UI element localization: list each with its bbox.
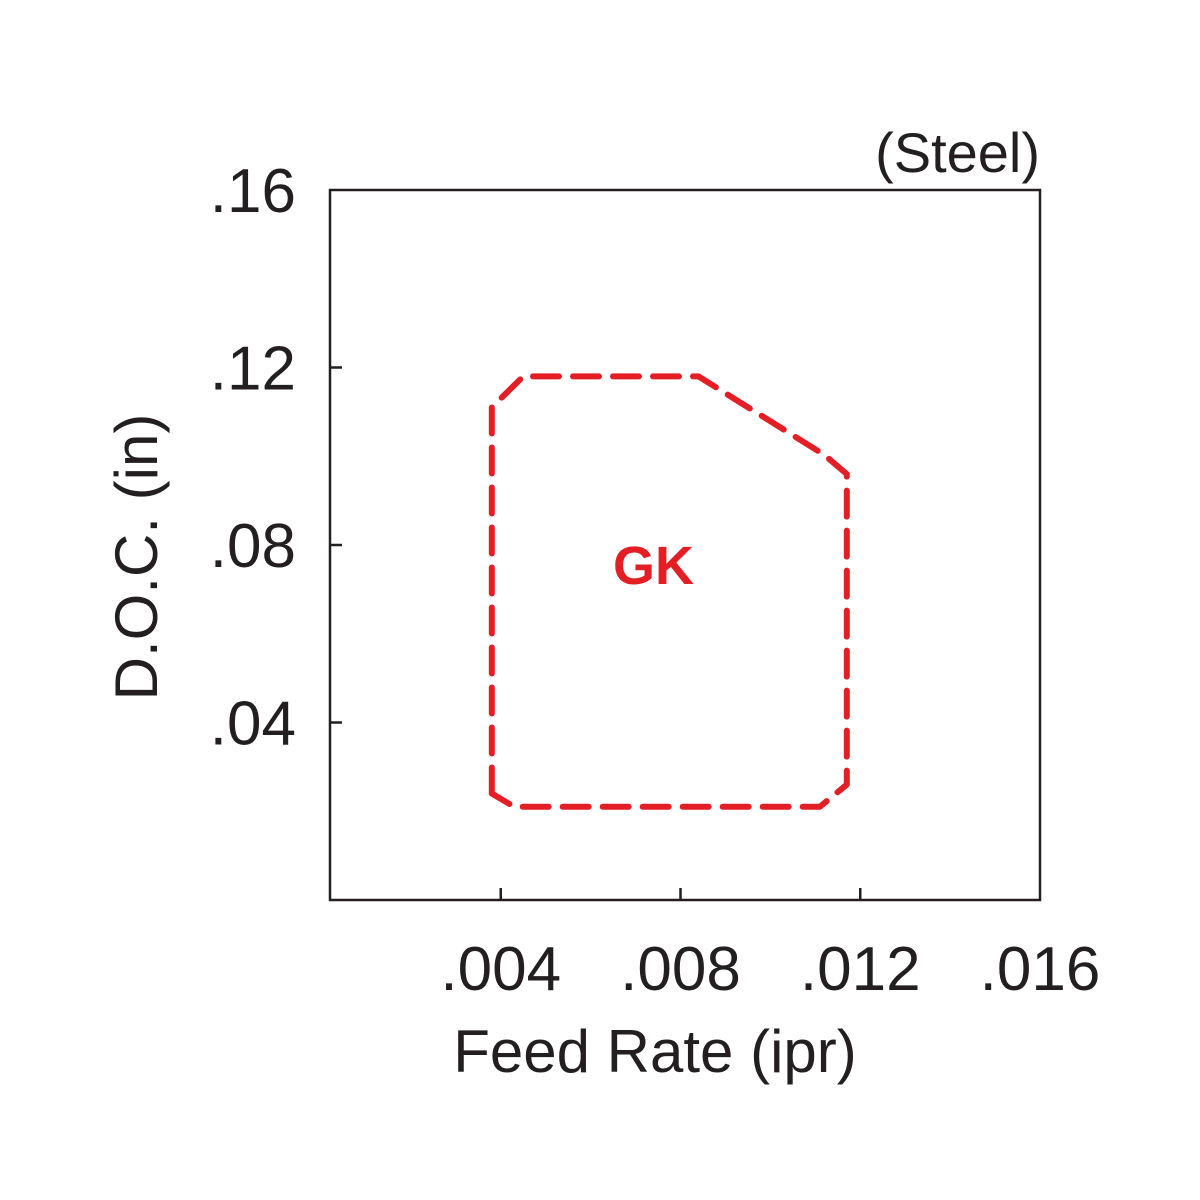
- operating-regions: GK: [488, 373, 850, 810]
- y-tick-label: .08: [210, 512, 296, 581]
- y-tick-label: .16: [210, 157, 296, 226]
- y-tick-label: .12: [210, 335, 296, 404]
- x-tick-label: .012: [800, 935, 921, 1004]
- y-tick-label: .04: [210, 690, 296, 759]
- y-axis-title: D.O.C. (in): [103, 414, 170, 701]
- x-axis-title: Feed Rate (ipr): [453, 1018, 856, 1085]
- x-tick-label: .008: [620, 935, 741, 1004]
- x-tick-label: .004: [440, 935, 561, 1004]
- y-axis-ticks: .04 .08 .12 .16: [210, 157, 342, 759]
- material-label: (Steel): [875, 121, 1040, 184]
- x-tick-label: .016: [980, 935, 1101, 1004]
- region-boundary-gk: [488, 373, 850, 810]
- x-axis-ticks: .004 .008 .012 .016: [440, 888, 1100, 1004]
- region-label-gk: GK: [613, 536, 694, 596]
